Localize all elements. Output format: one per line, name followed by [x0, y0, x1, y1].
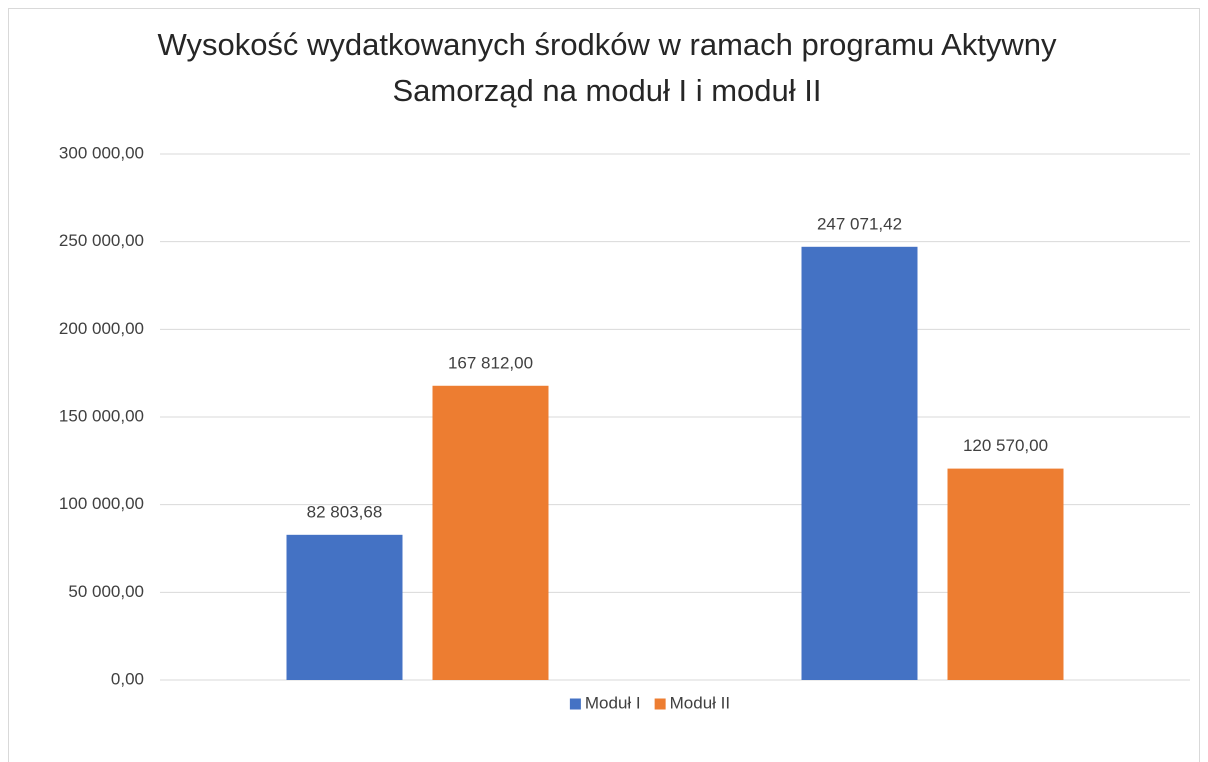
y-tick-label: 300 000,00	[59, 143, 144, 162]
bar	[432, 385, 549, 680]
legend-label: Moduł II	[670, 693, 730, 712]
chart-title: Wysokość wydatkowanych środków w ramach …	[157, 27, 1057, 108]
bar	[286, 534, 403, 680]
y-tick-label: 0,00	[111, 669, 144, 688]
bar	[801, 246, 918, 680]
data-label: 120 570,00	[963, 436, 1048, 455]
y-tick-label: 100 000,00	[59, 494, 144, 513]
y-tick-label: 50 000,00	[68, 582, 144, 601]
chart-border	[8, 8, 1200, 762]
y-tick-label: 150 000,00	[59, 406, 144, 425]
legend-label: Moduł I	[585, 693, 641, 712]
y-tick-label: 200 000,00	[59, 319, 144, 338]
legend-swatch	[569, 698, 581, 710]
legend-swatch	[654, 698, 666, 710]
data-label: 167 812,00	[448, 353, 533, 372]
bar	[947, 468, 1064, 680]
data-label: 247 071,42	[817, 214, 902, 233]
y-tick-label: 250 000,00	[59, 231, 144, 250]
data-label: 82 803,68	[307, 502, 383, 521]
